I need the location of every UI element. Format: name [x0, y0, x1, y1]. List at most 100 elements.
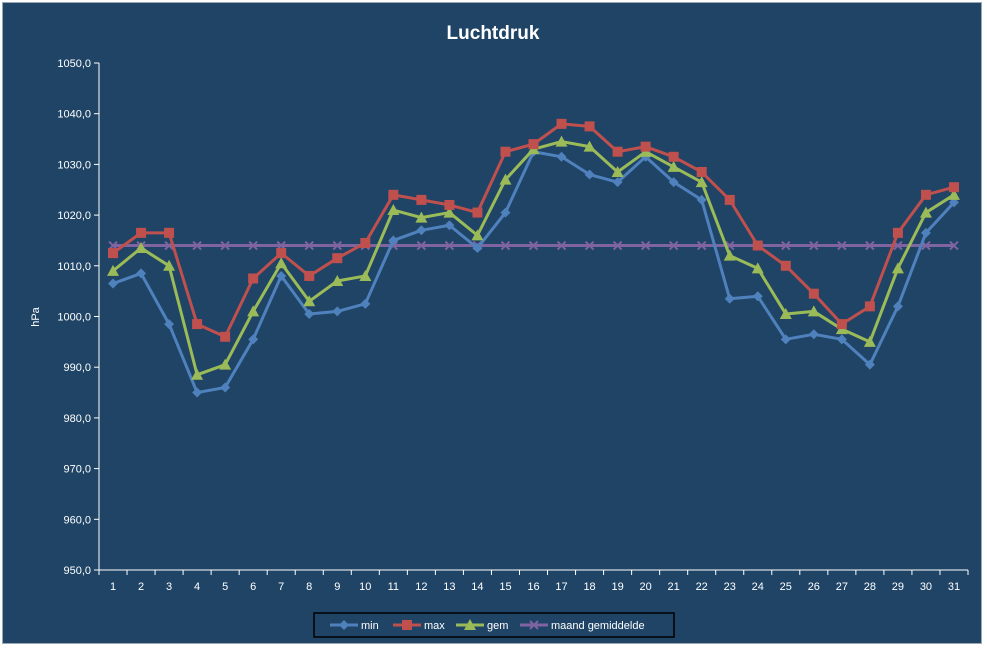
data-point-gem	[471, 229, 484, 241]
data-point-gem	[555, 135, 568, 147]
data-point-min	[304, 308, 315, 319]
data-point-min	[192, 387, 203, 398]
data-point-max	[528, 139, 539, 150]
data-point-max	[752, 240, 763, 251]
data-point-gem	[807, 305, 820, 317]
data-point-gem	[723, 249, 736, 261]
data-point-min	[416, 225, 427, 236]
x-tick-label: 19	[611, 581, 623, 593]
data-point-min	[892, 301, 903, 312]
data-point-maand-gemiddelde	[500, 240, 511, 251]
data-point-min	[948, 197, 959, 208]
x-tick-label: 4	[194, 581, 200, 593]
x-tick-label: 31	[948, 581, 960, 593]
series-maand-gemiddelde	[108, 240, 959, 251]
x-tick-label: 27	[836, 581, 848, 593]
data-point-maand-gemiddelde	[248, 240, 258, 251]
data-point-maand-gemiddelde	[865, 240, 875, 251]
legend-label: maand gemiddelde	[551, 620, 645, 632]
data-point-min	[472, 243, 483, 254]
series-layer	[107, 118, 960, 398]
y-tick-label: 1000,0	[57, 312, 91, 324]
legend-label: gem	[487, 620, 508, 632]
data-point-min	[836, 334, 847, 345]
y-tick-label: 1040,0	[57, 109, 91, 121]
data-point-max	[304, 270, 315, 281]
data-point-maand-gemiddelde	[584, 240, 595, 251]
x-tick-label: 28	[864, 581, 876, 593]
data-point-maand-gemiddelde	[444, 240, 455, 251]
data-point-min	[696, 194, 707, 205]
data-point-max	[360, 237, 371, 248]
data-point-min	[724, 293, 735, 304]
data-point-gem	[107, 264, 120, 276]
data-point-gem	[751, 262, 764, 274]
data-point-max	[864, 301, 875, 312]
data-point-max	[444, 199, 455, 210]
data-point-min	[164, 319, 175, 330]
data-point-maand-gemiddelde	[332, 240, 342, 251]
data-point-min	[276, 270, 287, 281]
y-tick-label: 1020,0	[57, 210, 91, 222]
data-point-min	[444, 220, 455, 231]
y-tick-label: 970,0	[63, 464, 91, 476]
data-point-max	[696, 167, 707, 178]
data-point-max	[584, 121, 595, 132]
data-point-gem	[863, 335, 876, 347]
x-tick-label: 16	[527, 581, 539, 593]
x-tick-label: 21	[668, 581, 680, 593]
series-min	[108, 146, 959, 398]
legend-marker	[402, 620, 412, 630]
data-point-maand-gemiddelde	[668, 240, 679, 251]
data-point-min	[220, 382, 231, 393]
data-point-gem	[443, 206, 456, 218]
data-point-max	[332, 253, 343, 264]
data-point-min	[556, 151, 567, 162]
x-tick-label: 23	[724, 581, 736, 593]
data-point-max	[808, 288, 819, 299]
data-point-gem	[219, 358, 232, 370]
x-tick-label: 14	[471, 581, 483, 593]
data-point-gem	[415, 211, 428, 223]
y-tick-label: 960,0	[63, 514, 91, 526]
data-point-max	[500, 146, 511, 157]
x-tick-label: 5	[222, 581, 228, 593]
data-point-max	[556, 118, 567, 129]
data-point-max	[920, 189, 931, 200]
data-point-maand-gemiddelde	[949, 240, 959, 251]
y-tick-label: 1010,0	[57, 261, 91, 273]
data-point-max	[780, 260, 791, 271]
data-point-min	[332, 306, 343, 317]
series-line-min	[112, 150, 956, 395]
x-tick-label: 10	[359, 581, 371, 593]
data-point-gem	[779, 307, 792, 319]
series-gem	[107, 135, 960, 380]
data-point-min	[500, 207, 511, 218]
data-point-gem	[947, 188, 960, 200]
x-tick-label: 22	[696, 581, 708, 593]
x-tick-label: 1	[110, 581, 116, 593]
y-tick-label: 980,0	[63, 413, 91, 425]
data-point-min	[864, 359, 875, 370]
chart-title: Luchtdruk	[447, 23, 540, 44]
data-point-gem	[359, 269, 372, 281]
data-point-gem	[919, 206, 932, 218]
data-point-max	[416, 194, 427, 205]
data-point-maand-gemiddelde	[192, 240, 202, 251]
legend-marker	[464, 619, 476, 630]
data-point-gem	[499, 173, 512, 185]
x-tick-label: 24	[752, 581, 764, 593]
data-point-max	[836, 319, 847, 330]
y-tick-label: 990,0	[63, 362, 91, 374]
legend-box	[313, 612, 675, 638]
data-point-maand-gemiddelde	[781, 240, 791, 251]
legend-item-min: min	[330, 620, 379, 632]
data-point-maand-gemiddelde	[837, 240, 847, 251]
x-tick-label: 3	[166, 581, 172, 593]
data-point-max	[108, 248, 119, 259]
series-max	[108, 118, 959, 342]
legend: min max gem maand gemiddelde	[313, 612, 675, 638]
data-point-min	[248, 334, 259, 345]
data-point-maand-gemiddelde	[696, 240, 707, 251]
